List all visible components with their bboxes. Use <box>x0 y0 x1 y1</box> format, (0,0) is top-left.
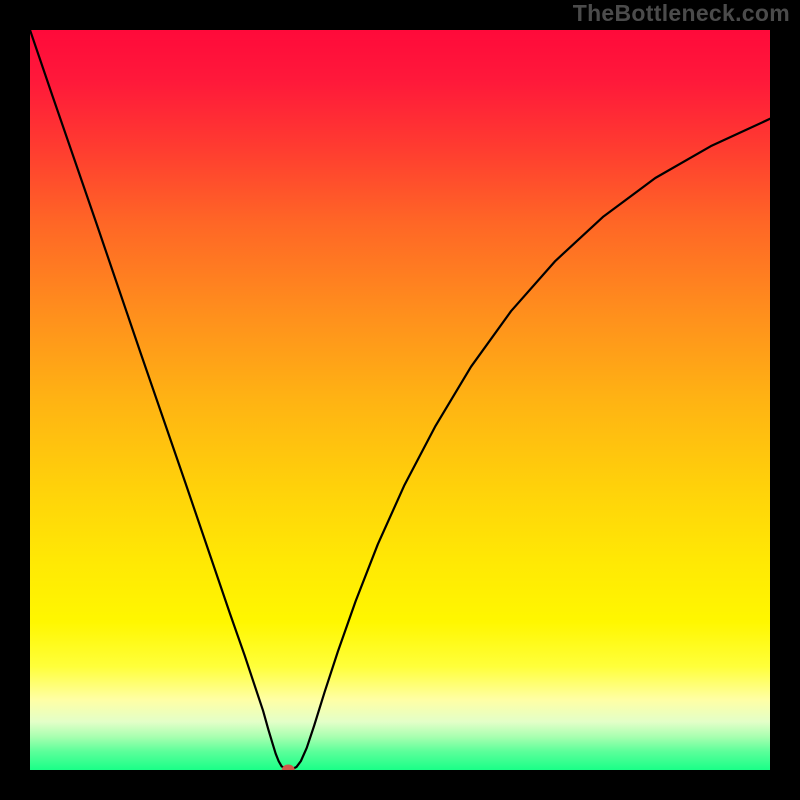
watermark-text: TheBottleneck.com <box>573 0 790 27</box>
chart-svg <box>30 30 770 770</box>
gradient-background <box>30 30 770 770</box>
plot-area <box>30 30 770 770</box>
chart-frame: TheBottleneck.com <box>0 0 800 800</box>
